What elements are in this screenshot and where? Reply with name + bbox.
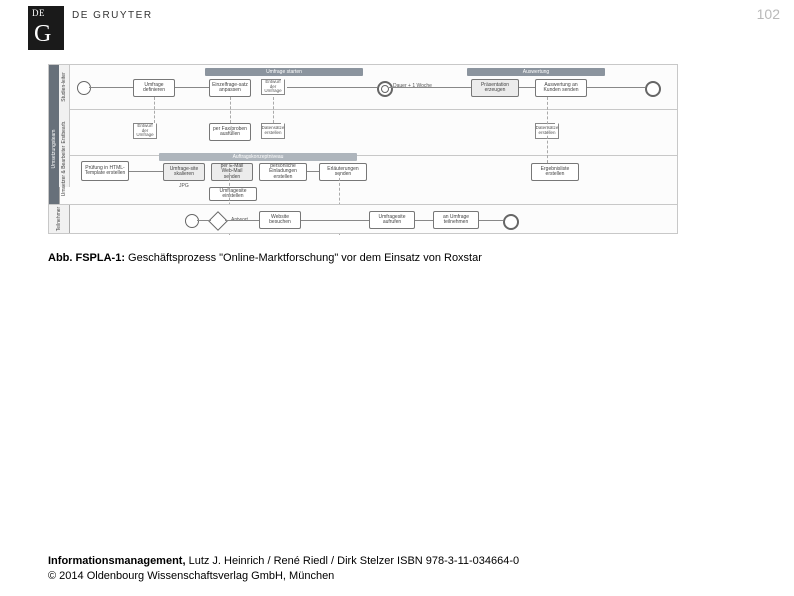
page-header: DE G DE GRUYTER 102 (28, 6, 780, 52)
assoc (273, 97, 274, 123)
flow (89, 87, 133, 88)
flow (519, 87, 535, 88)
task: per E-Mail Web-Mail senden (211, 163, 253, 181)
footer-authors: Lutz J. Heinrich / René Riedl / Dirk Ste… (186, 555, 520, 567)
task: Umfragesite aufrufen (369, 211, 415, 229)
flow (389, 87, 471, 88)
figure-caption: Abb. FSPLA-1: Geschäftsprozess "Online-M… (48, 252, 482, 264)
task: Auswertung an Kunden senden (535, 79, 587, 97)
secondary-pool-label: Teilnehmer (49, 205, 70, 233)
footer-copyright: © 2014 Oldenbourg Wissenschaftsverlag Gm… (48, 569, 519, 584)
embedded-subprocess-header: Auftragskonzeptniveau (159, 153, 357, 161)
pool-label-text: Umsetzungsteam (51, 130, 57, 169)
lane-3-label: Umsetzer & Bearbeiter (59, 155, 70, 187)
task: Umfrage-site skalieren (163, 163, 205, 181)
task: Website besuchen (259, 211, 301, 229)
assoc (230, 97, 231, 123)
lane-1-label: Studien-leiter (59, 65, 70, 109)
lane-2: Erstbearb. Entwurf der Umfrage per Fax/p… (59, 109, 677, 156)
flow (307, 171, 319, 172)
logo-de-text: DE (32, 8, 45, 18)
flow (479, 220, 503, 221)
task: Prüfung in HTML-Template erstellen (81, 161, 129, 181)
label: JPG (179, 183, 189, 189)
page-footer: Informationsmanagement, Lutz J. Heinrich… (48, 554, 519, 584)
flow (587, 87, 645, 88)
task: per Fax/proben ausfüllen (209, 123, 251, 141)
task: Ergebnisliste erstellen (531, 163, 579, 181)
flow (175, 87, 209, 88)
task: persönliche Einladungen erstellen (259, 163, 307, 181)
timer-label: Dauer + 1 Woche (393, 83, 432, 89)
start-event (185, 214, 199, 228)
task: Umfragesite einstellen (209, 187, 257, 201)
caption-text: Geschäftsprozess "Online-Marktforschung"… (125, 252, 482, 264)
publisher-name: DE GRUYTER (72, 10, 153, 21)
start-event (77, 81, 91, 95)
assoc (154, 97, 155, 123)
assoc (547, 97, 548, 163)
end-event (503, 214, 519, 230)
publisher-logo: DE G (28, 6, 64, 50)
data-object: Entwurf der Umfrage (261, 79, 285, 95)
data-object: Entwurf der Umfrage (133, 123, 157, 139)
flow (301, 220, 369, 221)
task: Einzelfrage-satz anpassen (209, 79, 251, 97)
gateway (208, 211, 228, 231)
lane-3: Umsetzer & Bearbeiter Prüfung in HTML-Te… (59, 155, 677, 187)
data-object: Datensätze erstellen (261, 123, 285, 139)
timer-event (377, 81, 393, 97)
footer-line-1: Informationsmanagement, Lutz J. Heinrich… (48, 554, 519, 569)
subprocess-header: Umfrage starten (205, 68, 363, 76)
task: Präsentation erzeugen (471, 79, 519, 97)
flow (225, 220, 259, 221)
caption-ref: Abb. FSPLA-1: (48, 252, 125, 264)
flow (129, 171, 163, 172)
page-number: 102 (757, 6, 780, 22)
flow (287, 87, 377, 88)
subprocess-header: Auswertung (467, 68, 605, 76)
footer-title: Informationsmanagement, (48, 555, 186, 567)
logo-g-text: G (34, 21, 51, 48)
task: an Umfrage teilnehmen (433, 211, 479, 229)
secondary-pool: Teilnehmer Antwort Website besuchen Umfr… (48, 204, 678, 234)
end-event (645, 81, 661, 97)
task: Erläuterungen senden (319, 163, 367, 181)
flow (197, 220, 211, 221)
lane-1: Studien-leiter Umfrage definieren Umfrag… (59, 65, 677, 110)
task: Umfrage definieren (133, 79, 175, 97)
flow (415, 220, 433, 221)
